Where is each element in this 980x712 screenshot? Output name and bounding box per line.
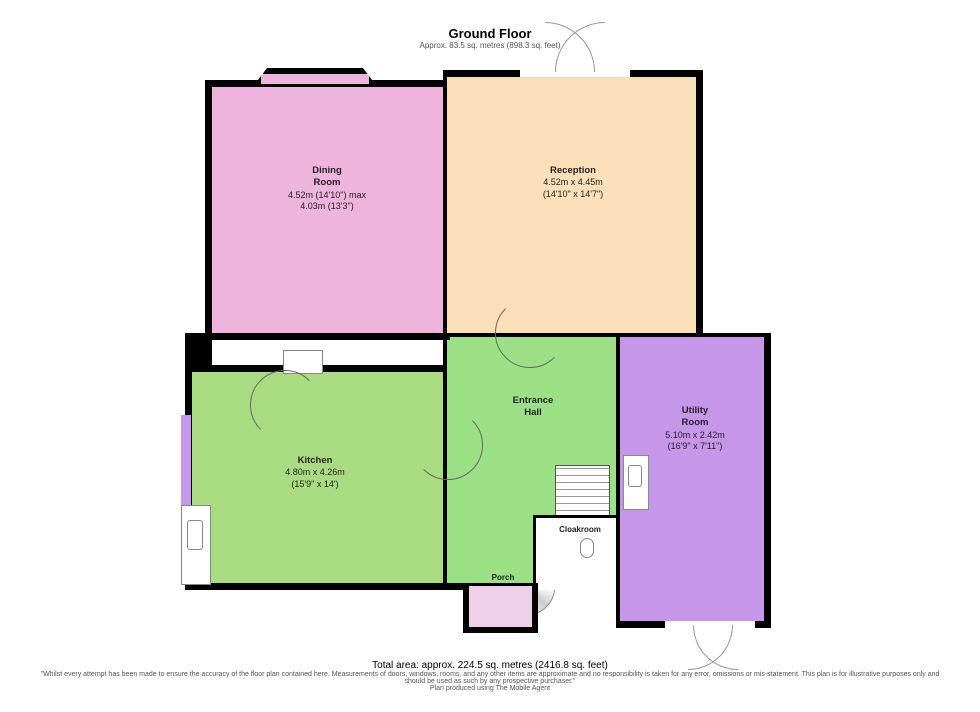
floorplan: Dining Room 4.52m (14'10") max 4.03m (13…: [185, 70, 795, 630]
floor-subtitle: Approx. 83.5 sq. metres (898.3 sq. feet): [0, 41, 980, 50]
label-hall: Entrance Hall: [458, 395, 608, 420]
room-reception: [443, 70, 703, 340]
disclaimer-1: "Whilst every attempt has been made to e…: [0, 671, 980, 678]
kitchen-sink: [187, 520, 203, 550]
dining-bay: [255, 68, 375, 84]
floor-title: Ground Floor: [0, 26, 980, 41]
kitchen-side-utility: [181, 415, 191, 505]
disclaimer-3: Plan produced using The Mobile Agent: [0, 685, 980, 692]
utility-sink: [628, 465, 642, 487]
wall-mid: [205, 333, 450, 340]
label-cloakroom: Cloakroom: [540, 525, 620, 535]
label-reception: Reception 4.52m x 4.45m (14'10" x 14'7"): [498, 165, 648, 201]
footer: Total area: approx. 224.5 sq. metres (24…: [0, 660, 980, 692]
wall-left-jog: [185, 333, 212, 372]
toilet-fixture: [580, 538, 594, 558]
label-kitchen: Kitchen 4.80m x 4.26m (15'9" x 14'): [240, 455, 390, 491]
disclaimer-2: should be used as such by any prospectiv…: [0, 678, 980, 685]
room-porch: [463, 583, 538, 633]
total-area: Total area: approx. 224.5 sq. metres (24…: [0, 660, 980, 671]
label-dining: Dining Room 4.52m (14'10") max 4.03m (13…: [252, 165, 402, 213]
label-utility: Utility Room 5.10m x 2.42m (16'9" x 7'11…: [620, 405, 770, 453]
label-porch: Porch: [473, 573, 533, 583]
title-block: Ground Floor Approx. 83.5 sq. metres (89…: [0, 26, 980, 50]
